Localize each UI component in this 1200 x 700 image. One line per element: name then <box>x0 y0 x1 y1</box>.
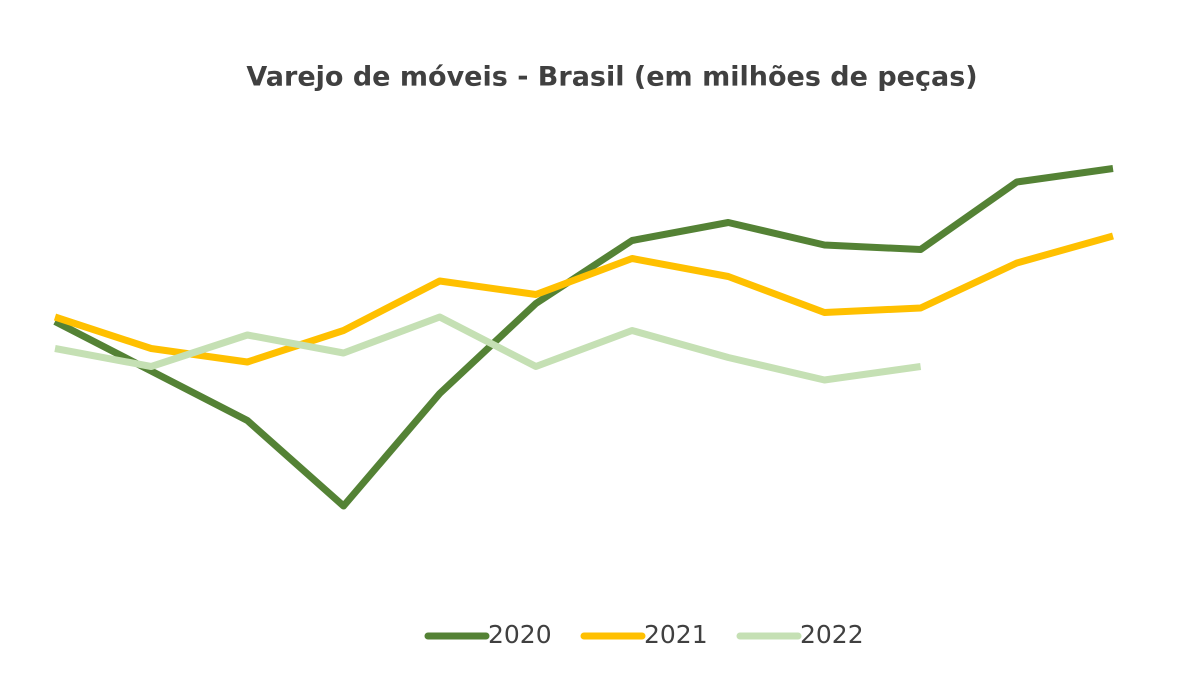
chart-title: Varejo de móveis - Brasil (em milhões de… <box>246 62 977 93</box>
legend-label: 2022 <box>800 620 864 649</box>
legend-label: 2020 <box>488 620 552 649</box>
series-line <box>53 232 1114 366</box>
series-line <box>54 313 922 384</box>
legend-label: 2021 <box>644 620 708 649</box>
series-line <box>53 165 1114 510</box>
